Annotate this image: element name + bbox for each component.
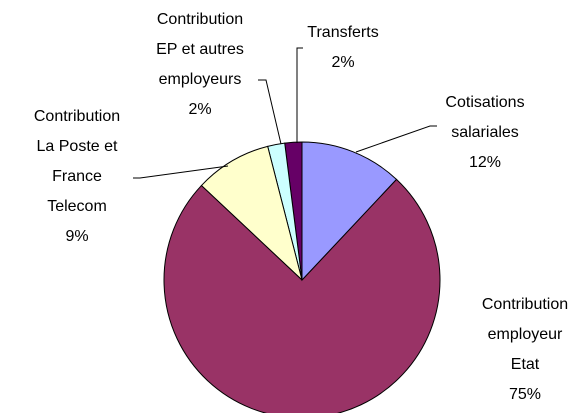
slice-name: Transferts	[307, 24, 379, 41]
slice-label: Transferts 2%	[293, 18, 393, 78]
slice-label: Contribution employeur Etat 75%	[475, 290, 575, 410]
pie-slice	[301, 141, 398, 282]
leader-line	[355, 125, 437, 153]
pie-slice	[163, 178, 441, 413]
slice-name: Contribution La Poste et France Telecom	[33, 108, 121, 215]
slice-percent: 75%	[508, 386, 542, 403]
slice-name: Contribution employeur Etat	[481, 296, 569, 373]
leader-line	[258, 79, 282, 145]
leader-line	[296, 47, 303, 143]
slice-label: Cotisations salariales 12%	[435, 88, 535, 178]
leader-line	[133, 165, 229, 179]
slice-name: Cotisations salariales	[445, 94, 525, 141]
slice-percent: 9%	[65, 228, 89, 245]
slice-percent: 2%	[188, 101, 212, 118]
slice-percent: 12%	[468, 154, 502, 171]
slice-name: Contribution EP et autres employeurs	[156, 11, 244, 88]
slice-label: Contribution EP et autres employeurs 2%	[150, 5, 250, 125]
slice-label: Contribution La Poste et France Telecom 9…	[27, 102, 127, 252]
slice-percent: 2%	[331, 54, 355, 71]
